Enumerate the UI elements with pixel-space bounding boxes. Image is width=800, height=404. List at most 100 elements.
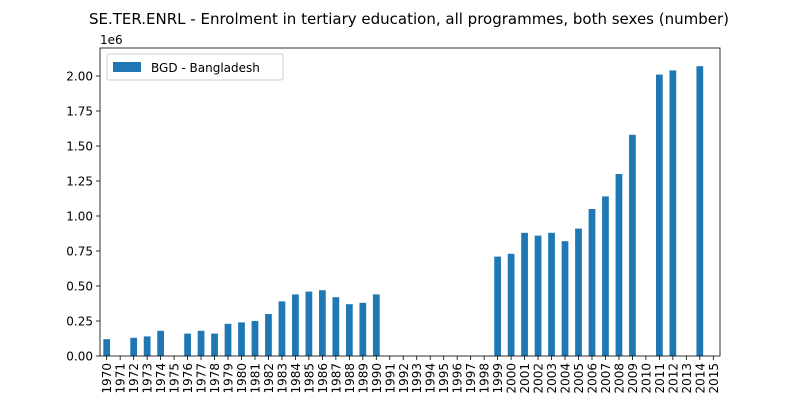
bar-1978 — [211, 333, 218, 356]
legend-box — [106, 53, 284, 81]
bar-2007 — [602, 196, 609, 356]
y-tick-label: 1.50 — [66, 140, 93, 154]
x-tick-label: 1992 — [397, 363, 411, 394]
bar-2012 — [669, 70, 677, 357]
x-axis: 1970 1971 1972 1973 1974 1975 1976 1977 1978 1979… — [100, 356, 721, 394]
x-tick-label: 2015 — [707, 363, 721, 394]
y-tick-label: 0.00 — [66, 350, 93, 364]
bar-2000 — [507, 253, 515, 356]
y-tick-label: 2.00 — [66, 70, 93, 84]
bar-2006 — [588, 209, 596, 356]
x-tick-label: 1970 — [100, 363, 114, 394]
bar-2005 — [575, 228, 582, 356]
x-tick-label: 2007 — [599, 363, 613, 394]
x-tick-label: 2014 — [693, 363, 707, 394]
chart-title: SE.TER.ENRL - Enrolment in tertiary educ… — [89, 10, 729, 28]
x-tick-label: 1995 — [437, 363, 451, 394]
bars-group — [103, 66, 704, 357]
x-tick-label: 2010 — [639, 363, 653, 394]
y-tick-label: 0.75 — [66, 245, 93, 259]
bar-2001 — [521, 232, 528, 356]
x-tick-label: 1974 — [154, 363, 168, 394]
x-tick-label: 1998 — [478, 363, 492, 394]
x-tick-label: 1984 — [289, 363, 303, 394]
x-tick-label: 2012 — [666, 363, 680, 394]
x-tick-label: 2002 — [532, 363, 546, 394]
x-tick-label: 1990 — [370, 363, 384, 394]
x-tick-label: 2013 — [680, 363, 694, 394]
x-tick-label: 1993 — [410, 363, 424, 394]
x-tick-label: 1988 — [343, 363, 357, 394]
bar-1973 — [143, 336, 151, 356]
bar-2009 — [629, 134, 636, 356]
bar-1970 — [103, 339, 111, 356]
x-tick-label: 2009 — [626, 363, 640, 394]
x-tick-label: 1972 — [127, 363, 141, 394]
x-tick-label: 1997 — [464, 363, 478, 394]
x-tick-label: 2001 — [518, 363, 532, 394]
x-tick-label: 1991 — [383, 363, 397, 394]
x-tick-label: 1989 — [356, 363, 370, 394]
bar-1988 — [345, 304, 353, 356]
bar-2008 — [615, 174, 623, 356]
x-tick-label: 2011 — [653, 363, 667, 394]
bar-1974 — [157, 330, 164, 356]
legend-label: BGD - Bangladesh — [151, 61, 260, 75]
x-tick-label: 2008 — [612, 363, 626, 394]
y-tick-label: 1.75 — [66, 105, 93, 119]
x-tick-label: 1999 — [491, 363, 505, 394]
x-tick-label: 2000 — [505, 363, 519, 394]
x-tick-label: 1980 — [235, 363, 249, 394]
x-tick-label: 1983 — [275, 363, 289, 394]
y-axis: 0.00 0.25 0.50 0.75 1.00 1.25 1.50 1.75 2.00 — [66, 70, 100, 364]
y-tick-label: 0.25 — [66, 315, 93, 329]
bar-1999 — [494, 256, 501, 356]
bar-1986 — [319, 290, 326, 356]
y-tick-label: 0.50 — [66, 280, 93, 294]
bar-1976 — [184, 333, 191, 356]
x-tick-label: 1996 — [451, 363, 465, 394]
bar-2004 — [561, 241, 569, 356]
bar-2014 — [696, 66, 704, 356]
x-tick-label: 1994 — [424, 363, 438, 394]
bar-1985 — [305, 291, 313, 356]
bar-1987 — [332, 297, 340, 356]
x-tick-label: 2004 — [559, 363, 573, 394]
bar-1972 — [130, 337, 138, 356]
x-tick-label: 1986 — [316, 363, 330, 394]
x-tick-label: 1985 — [302, 363, 316, 394]
x-tick-label: 1981 — [248, 363, 262, 394]
x-tick-label: 1976 — [181, 363, 195, 394]
bar-1982 — [265, 314, 272, 356]
plot-frame — [99, 47, 721, 357]
x-tick-label: 1975 — [168, 363, 182, 394]
x-tick-label: 1977 — [195, 363, 209, 394]
y-tick-label: 1.00 — [66, 210, 93, 224]
x-tick-label: 2005 — [572, 363, 586, 394]
bar-1990 — [372, 294, 380, 356]
bar-1983 — [278, 301, 286, 356]
x-tick-label: 1978 — [208, 363, 222, 394]
x-tick-label: 2003 — [545, 363, 559, 394]
x-tick-label: 1987 — [329, 363, 343, 394]
bar-1980 — [238, 322, 245, 356]
bar-2002 — [534, 235, 542, 356]
y-axis-scale-label: 1e6 — [100, 33, 123, 47]
bar-2003 — [548, 232, 555, 356]
bar-1979 — [224, 323, 232, 356]
bar-1989 — [359, 302, 367, 356]
bar-2011 — [656, 74, 663, 356]
bar-1977 — [197, 330, 205, 356]
x-tick-label: 1971 — [114, 363, 128, 394]
x-tick-label: 2006 — [585, 363, 599, 394]
x-tick-label: 1973 — [141, 363, 155, 394]
bar-1984 — [292, 294, 299, 356]
legend-swatch — [113, 62, 141, 72]
legend: BGD - Bangladesh — [106, 53, 284, 81]
x-tick-label: 1979 — [222, 363, 236, 394]
bar-1981 — [251, 321, 259, 356]
y-tick-label: 1.25 — [66, 175, 93, 189]
x-tick-label: 1982 — [262, 363, 276, 394]
